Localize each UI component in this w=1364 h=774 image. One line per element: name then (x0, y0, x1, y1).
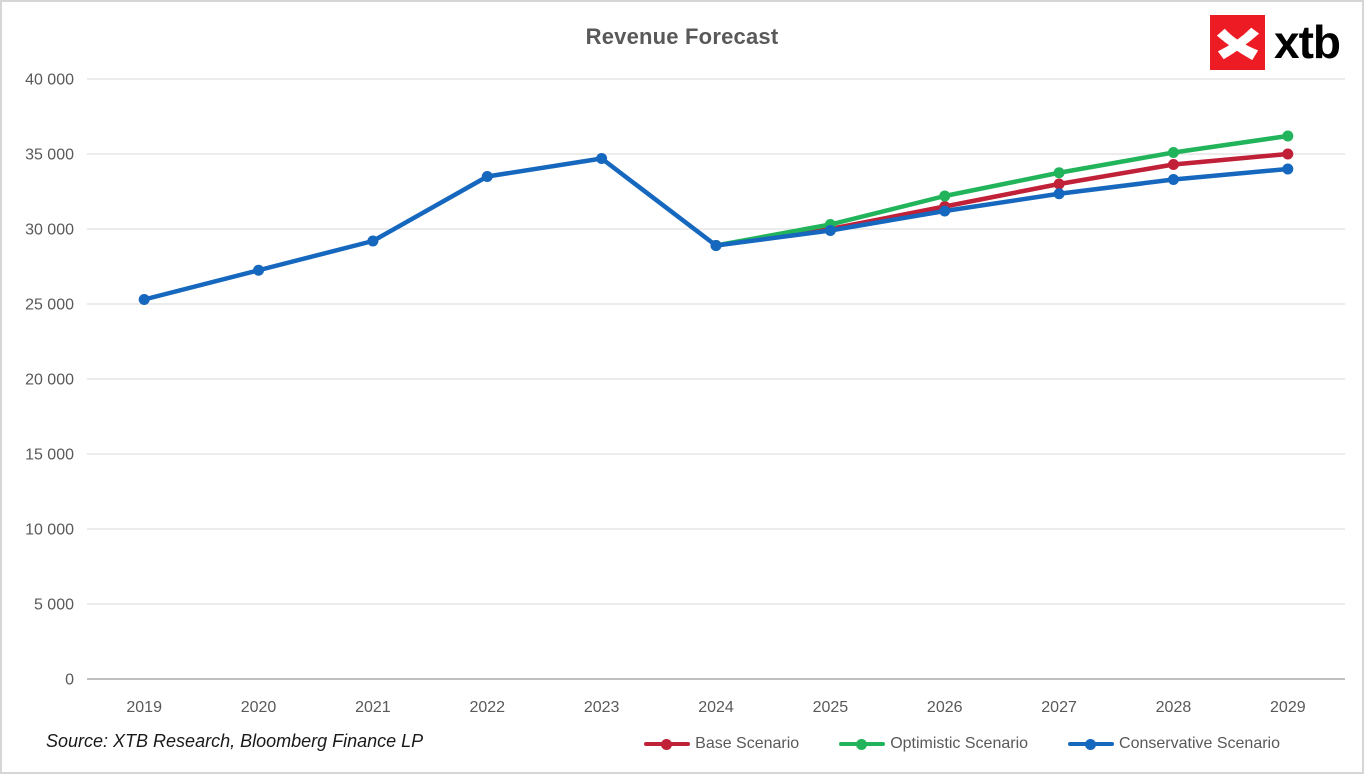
xtb-logo: xtb (1210, 15, 1341, 70)
x-tick-label: 2022 (469, 699, 505, 716)
data-point-conservative-scenario (710, 240, 722, 251)
x-tick-label: 2026 (927, 699, 963, 716)
legend-label-optimistic: Optimistic Scenario (890, 735, 1029, 752)
data-point-conservative-scenario (253, 264, 265, 276)
y-tick-label: 35 000 (25, 147, 74, 164)
x-tick-label: 2019 (126, 699, 162, 716)
logo-x-stroke-2 (1217, 27, 1260, 60)
data-point-conservative-scenario (367, 235, 379, 247)
legend-marker-optimistic (839, 738, 886, 750)
data-point-base-scenario (1282, 148, 1294, 160)
y-tick-label: 5 000 (34, 597, 74, 614)
data-point-optimistic-scenario (939, 190, 951, 202)
data-point-optimistic-scenario (1167, 147, 1179, 158)
x-tick-label: 2028 (1156, 699, 1192, 716)
chart-legend: Base Scenario Optimistic Scenario Conser… (644, 735, 1280, 753)
source-note: Source: XTB Research, Bloomberg Finance … (46, 731, 424, 751)
y-tick-label: 25 000 (25, 297, 74, 314)
legend-label-base: Base Scenario (695, 735, 800, 752)
x-tick-label: 2024 (698, 699, 734, 716)
series-line-optimistic-scenario (713, 133, 1291, 248)
data-point-conservative-scenario (138, 294, 150, 305)
xtb-logo-text: xtb (1274, 16, 1341, 68)
legend-item-base-scenario: Base Scenario (644, 735, 799, 753)
y-tick-label: 0 (65, 672, 74, 689)
data-point-optimistic-scenario (1282, 130, 1294, 142)
x-tick-label: 2021 (355, 699, 391, 716)
data-point-base-scenario (1167, 159, 1179, 170)
legend-label-conservative: Conservative Scenario (1119, 735, 1280, 752)
x-tick-label: 2020 (241, 699, 277, 716)
data-point-conservative-scenario (1282, 163, 1294, 175)
legend-marker-base (644, 738, 691, 750)
data-point-conservative-scenario (481, 171, 493, 182)
legend-marker-conservative (1068, 738, 1115, 750)
chart-title: Revenue Forecast (585, 24, 779, 49)
data-point-conservative-scenario (939, 205, 951, 217)
data-point-conservative-scenario (1167, 174, 1179, 185)
y-tick-label: 40 000 (25, 72, 74, 89)
y-tick-label: 10 000 (25, 522, 74, 539)
data-point-conservative-scenario (596, 153, 608, 164)
x-tick-label: 2023 (584, 699, 620, 716)
legend-item-conservative-scenario: Conservative Scenario (1068, 735, 1280, 753)
x-tick-label: 2025 (813, 699, 849, 716)
y-tick-label: 20 000 (25, 372, 74, 389)
legend-item-optimistic-scenario: Optimistic Scenario (839, 735, 1028, 753)
data-point-conservative-scenario (824, 225, 836, 236)
data-point-optimistic-scenario (1053, 167, 1065, 179)
xtb-logo-icon (1210, 15, 1265, 70)
x-tick-label: 2027 (1041, 699, 1077, 716)
x-tick-label: 2029 (1270, 699, 1306, 716)
y-tick-label: 15 000 (25, 447, 74, 464)
data-point-base-scenario (1053, 178, 1065, 190)
data-point-conservative-scenario (1053, 188, 1065, 200)
y-tick-label: 30 000 (25, 222, 74, 239)
